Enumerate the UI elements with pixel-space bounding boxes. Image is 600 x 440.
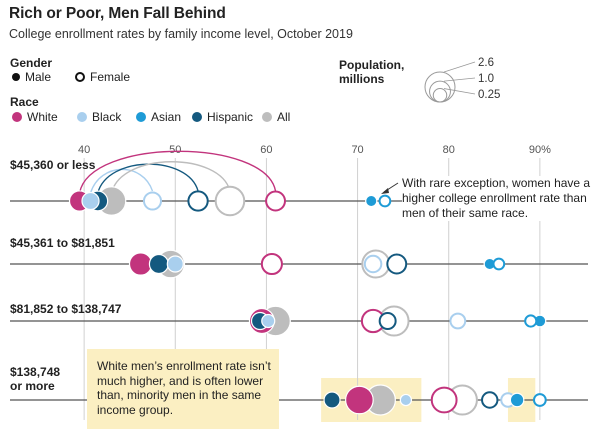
row-label-4: $138,748 or more: [10, 365, 60, 393]
x-tick-label: 50: [169, 144, 181, 156]
data-point-male: [365, 194, 378, 208]
data-point-female: [142, 191, 163, 211]
legend-population-circle: [429, 80, 451, 103]
data-point-male: [509, 392, 525, 408]
legend-population-circle: [424, 71, 456, 103]
legend-swatch-asian: [136, 112, 146, 122]
legend-population-title-line1: Population,: [339, 58, 405, 72]
row-label-3-line1: $81,852 to $138,747: [10, 302, 122, 316]
data-point-female: [449, 312, 467, 330]
legend-race-black: Black: [77, 110, 121, 124]
data-point-female: [363, 254, 383, 274]
legend-population-circle: [432, 88, 448, 103]
x-tick-label: 90%: [529, 144, 551, 156]
legend-population-title-line2: millions: [339, 72, 385, 86]
data-point-female: [187, 190, 209, 212]
annotation-note-box: White men’s enrollment rate isn’t much h…: [87, 349, 279, 429]
data-point-female: [492, 257, 506, 271]
data-point-female: [214, 185, 246, 217]
legend-swatch-all: [262, 112, 272, 122]
legend-population-title: Population, millions: [339, 58, 404, 86]
data-point-female: [430, 386, 458, 414]
row-label-3: $81,852 to $138,747: [10, 302, 121, 316]
row-label-2: $45,361 to $81,851: [10, 236, 115, 250]
legend-population-label: 1.0: [478, 73, 494, 85]
data-point-male: [81, 191, 100, 211]
legend-race-white-label: White: [27, 110, 58, 124]
data-point-male: [399, 393, 413, 407]
data-point-female: [532, 393, 547, 407]
data-point-female: [378, 312, 397, 330]
legend-population-label: 2.6: [478, 57, 494, 69]
row-label-4-line1: $138,748: [10, 365, 61, 379]
x-tick-label: 40: [78, 144, 90, 156]
data-point-female: [386, 253, 408, 275]
data-point-female: [481, 391, 499, 409]
connector-arc: [110, 161, 231, 194]
legend-race-title: Race: [10, 95, 39, 109]
legend-race-all: All: [262, 110, 290, 124]
data-point-female: [260, 252, 283, 276]
legend-race-white: White: [12, 110, 58, 124]
x-tick-label: 60: [260, 144, 272, 156]
row-label-1-line1: $45,360 or less: [10, 158, 96, 172]
legend-swatch-white: [12, 112, 22, 122]
legend-gender-male-label: Male: [25, 70, 52, 84]
legend-gender-female: Female: [75, 70, 130, 84]
connector-arc: [89, 168, 154, 194]
legend-race-asian: Asian: [136, 110, 181, 124]
legend-race-black-label: Black: [92, 110, 122, 124]
data-point-male: [261, 313, 276, 329]
legend-swatch-female: [75, 72, 85, 82]
row-label-1: $45,360 or less: [10, 158, 95, 172]
data-point-female: [265, 190, 286, 212]
row-label-4-line2: or more: [10, 379, 55, 393]
data-point-male: [128, 252, 153, 276]
legend-gender-title: Gender: [10, 56, 53, 70]
legend-race-asian-label: Asian: [151, 110, 182, 124]
chart-subtitle: College enrollment rates by family incom…: [9, 27, 353, 41]
data-point-male: [345, 385, 374, 415]
legend-swatch-male: [12, 73, 20, 81]
annotation-rare-exception: With rare exception, women have a higher…: [402, 176, 598, 221]
legend-gender-male: Male: [12, 70, 51, 84]
legend-race-all-label: All: [277, 110, 291, 124]
legend-race-hispanic: Hispanic: [192, 110, 253, 124]
x-tick-label: 70: [351, 144, 363, 156]
data-point-female: [378, 194, 392, 208]
legend-swatch-hispanic: [192, 112, 202, 122]
annotation-pointer-head: [381, 188, 389, 194]
x-tick-label: 80: [443, 144, 455, 156]
chart-title: Rich or Poor, Men Fall Behind: [9, 5, 226, 22]
data-point-male: [166, 255, 184, 273]
legend-race-hispanic-label: Hispanic: [207, 110, 254, 124]
legend-population-leader: [443, 77, 476, 82]
legend-population-leader: [443, 61, 476, 73]
legend-population-label: 0.25: [478, 89, 500, 101]
data-point-male: [148, 253, 169, 275]
legend-population-leader: [443, 88, 476, 95]
legend-swatch-black: [77, 112, 87, 122]
data-point-female: [524, 314, 538, 328]
legend-gender-female-label: Female: [90, 70, 131, 84]
connector-arc: [78, 150, 277, 194]
data-point-male: [323, 391, 341, 409]
row-label-2-line1: $45,361 to $81,851: [10, 236, 115, 250]
